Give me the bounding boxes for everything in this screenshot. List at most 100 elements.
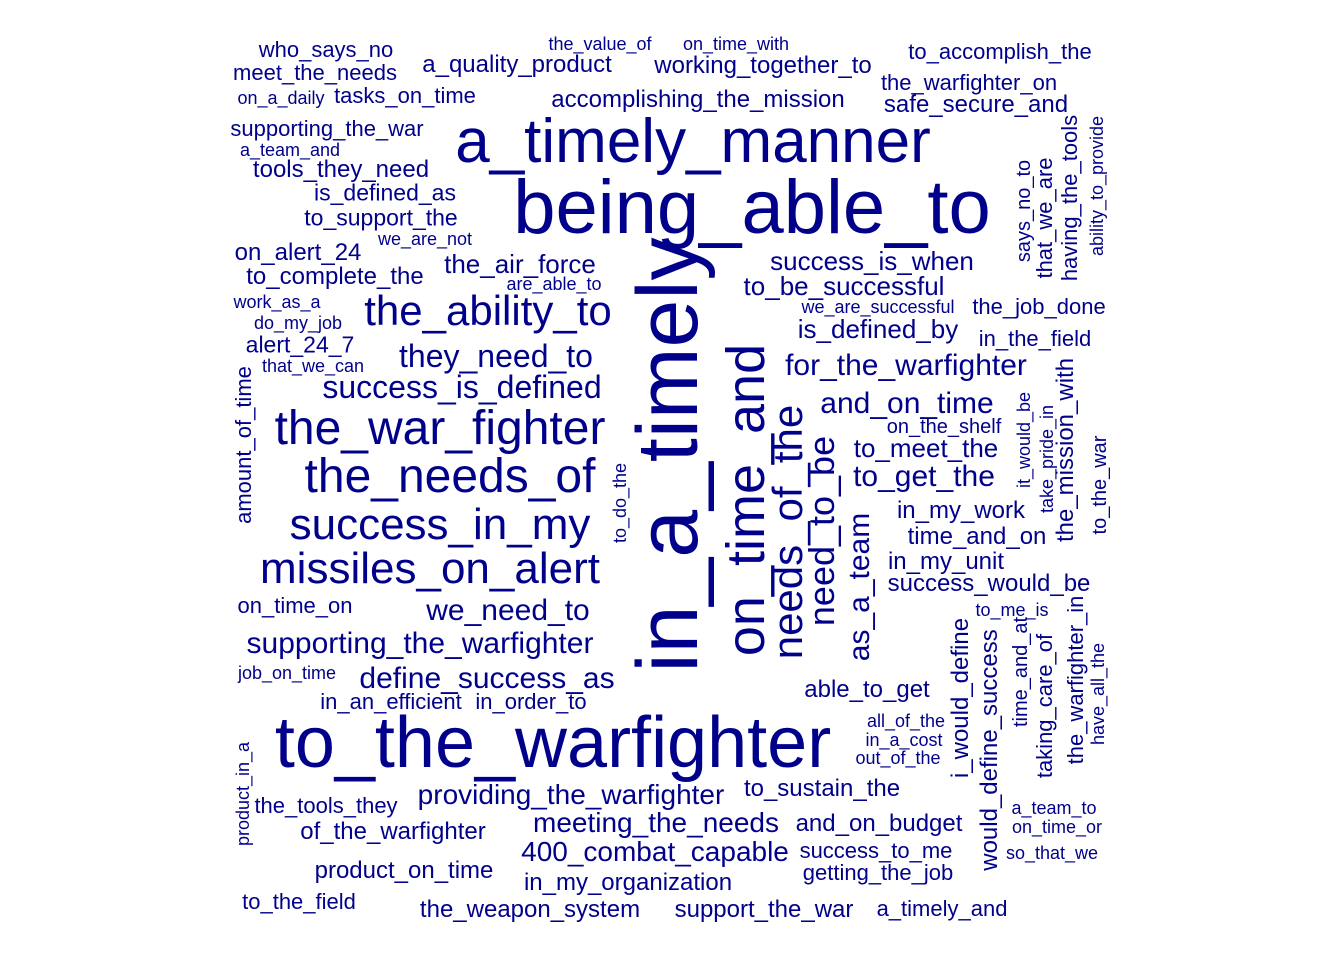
word: in_order_to: [475, 689, 587, 714]
word: the_weapon_system: [419, 896, 641, 923]
word: the_tools_they: [254, 793, 398, 818]
word: a_quality_product: [422, 51, 612, 78]
word: do_my_job: [253, 313, 343, 333]
word: being_able_to: [513, 165, 991, 250]
word: on_time_with: [682, 34, 790, 54]
word: a_timely_and: [876, 896, 1008, 921]
word: in_my_organization: [523, 869, 733, 896]
word: to_complete_the: [246, 263, 424, 290]
word: and_on_budget: [795, 810, 963, 837]
word: they_need_to: [399, 338, 593, 374]
word: on_alert_24: [234, 239, 362, 266]
word: to_the_warfighter: [274, 703, 832, 783]
word: of_the_warfighter: [300, 818, 486, 845]
word: have_all_the: [1088, 642, 1108, 746]
word: are_able_to: [506, 274, 602, 294]
word: as_a_team: [843, 512, 876, 662]
word: time_and_on: [907, 523, 1047, 550]
word: that_we_are: [1032, 157, 1057, 279]
word: need_to_be: [801, 435, 842, 627]
word: tools_they_need: [252, 156, 430, 183]
word: providing_the_warfighter: [417, 779, 725, 810]
word: success_to_me: [799, 838, 953, 863]
word: so_that_we: [1005, 843, 1099, 863]
word: supporting_the_war: [230, 116, 424, 141]
word: the_air_force: [444, 249, 596, 279]
word: define_success_as: [359, 662, 615, 695]
word: success_is_defined: [322, 369, 602, 405]
word: to_sustain_the: [743, 775, 901, 802]
word: to_meet_the: [853, 433, 999, 463]
word: the_warfighter_on: [880, 70, 1058, 95]
word: meet_the_needs: [233, 60, 397, 85]
word: i_would_define: [947, 617, 974, 779]
word: we_are_not: [377, 229, 473, 249]
word: a_team_to: [1011, 798, 1097, 818]
word: in_a_timely: [620, 237, 716, 673]
word: to_do_the: [610, 462, 630, 544]
word: support_the_war: [674, 896, 854, 923]
word: 400_combat_capable: [521, 836, 789, 867]
word: alert_24_7: [245, 331, 355, 358]
word: out_of_the: [855, 748, 941, 768]
word: safe_secure_and: [883, 91, 1069, 118]
word: accomplishing_the_mission: [551, 86, 845, 113]
word: having_the_tools: [1057, 114, 1082, 282]
word: working_together_to: [654, 52, 872, 79]
word: to_the_war: [1089, 435, 1111, 535]
word: in_a_cost: [865, 730, 943, 750]
word: meeting_the_needs: [533, 807, 779, 838]
word: the_needs_of: [304, 450, 596, 503]
word: ability_to_provide: [1087, 115, 1107, 257]
word: a_timely_manner: [455, 107, 931, 176]
word: says_no_to: [1013, 159, 1035, 263]
word: able_to_get: [804, 676, 930, 703]
word: to_the_field: [242, 889, 356, 914]
word: on_time_on: [237, 593, 353, 618]
word: to_get_the: [853, 460, 995, 493]
word: product_on_time: [314, 857, 494, 884]
word: it_would_be: [1014, 391, 1034, 489]
word: and_on_time: [820, 387, 994, 420]
word: success_would_be: [887, 570, 1091, 597]
word: we_need_to: [426, 594, 590, 627]
word: in_my_work: [896, 497, 1026, 524]
word: to_accomplish_the: [908, 39, 1092, 64]
word: on_time_or: [1011, 817, 1103, 837]
word: the_mission_with: [1052, 357, 1079, 543]
word: to_be_successful: [743, 271, 945, 301]
word: work_as_a: [233, 292, 321, 312]
word: on_the_shelf: [886, 416, 1002, 438]
word: the_job_done: [972, 294, 1106, 319]
word: the_value_of: [548, 34, 652, 54]
word: success_is_when: [770, 246, 974, 276]
word: getting_the_job: [802, 860, 954, 885]
word: a_team_and: [239, 140, 341, 160]
word: time_and_at: [1010, 616, 1032, 728]
word: the_war_fighter: [274, 402, 606, 455]
word: would_define_success: [976, 629, 1003, 871]
word: all_of_the: [866, 711, 946, 731]
word: in_my_unit: [887, 548, 1005, 575]
word: that_we_can: [261, 356, 365, 376]
word: missiles_on_alert: [260, 544, 600, 593]
word: is_defined_by: [797, 314, 959, 344]
word: in_an_efficient: [320, 689, 462, 714]
word: tasks_on_time: [334, 83, 476, 108]
word: who_says_no: [258, 37, 394, 62]
word: the_ability_to: [364, 287, 612, 334]
word: to_support_the: [304, 204, 458, 231]
word: job_on_time: [237, 663, 337, 683]
word: the_warfighter_in: [1063, 595, 1088, 765]
word: on_a_daily: [237, 88, 325, 108]
word: product_in_a: [233, 741, 253, 847]
word: for_the_warfighter: [785, 349, 1027, 382]
word: success_in_my: [289, 500, 591, 549]
word: to_me_is: [975, 600, 1049, 620]
word: supporting_the_warfighter: [246, 627, 594, 660]
word: is_defined_as: [314, 179, 456, 206]
word: we_are_successful: [801, 297, 955, 317]
word: amount_of_time: [231, 366, 256, 524]
word: taking_care_of: [1032, 633, 1057, 779]
